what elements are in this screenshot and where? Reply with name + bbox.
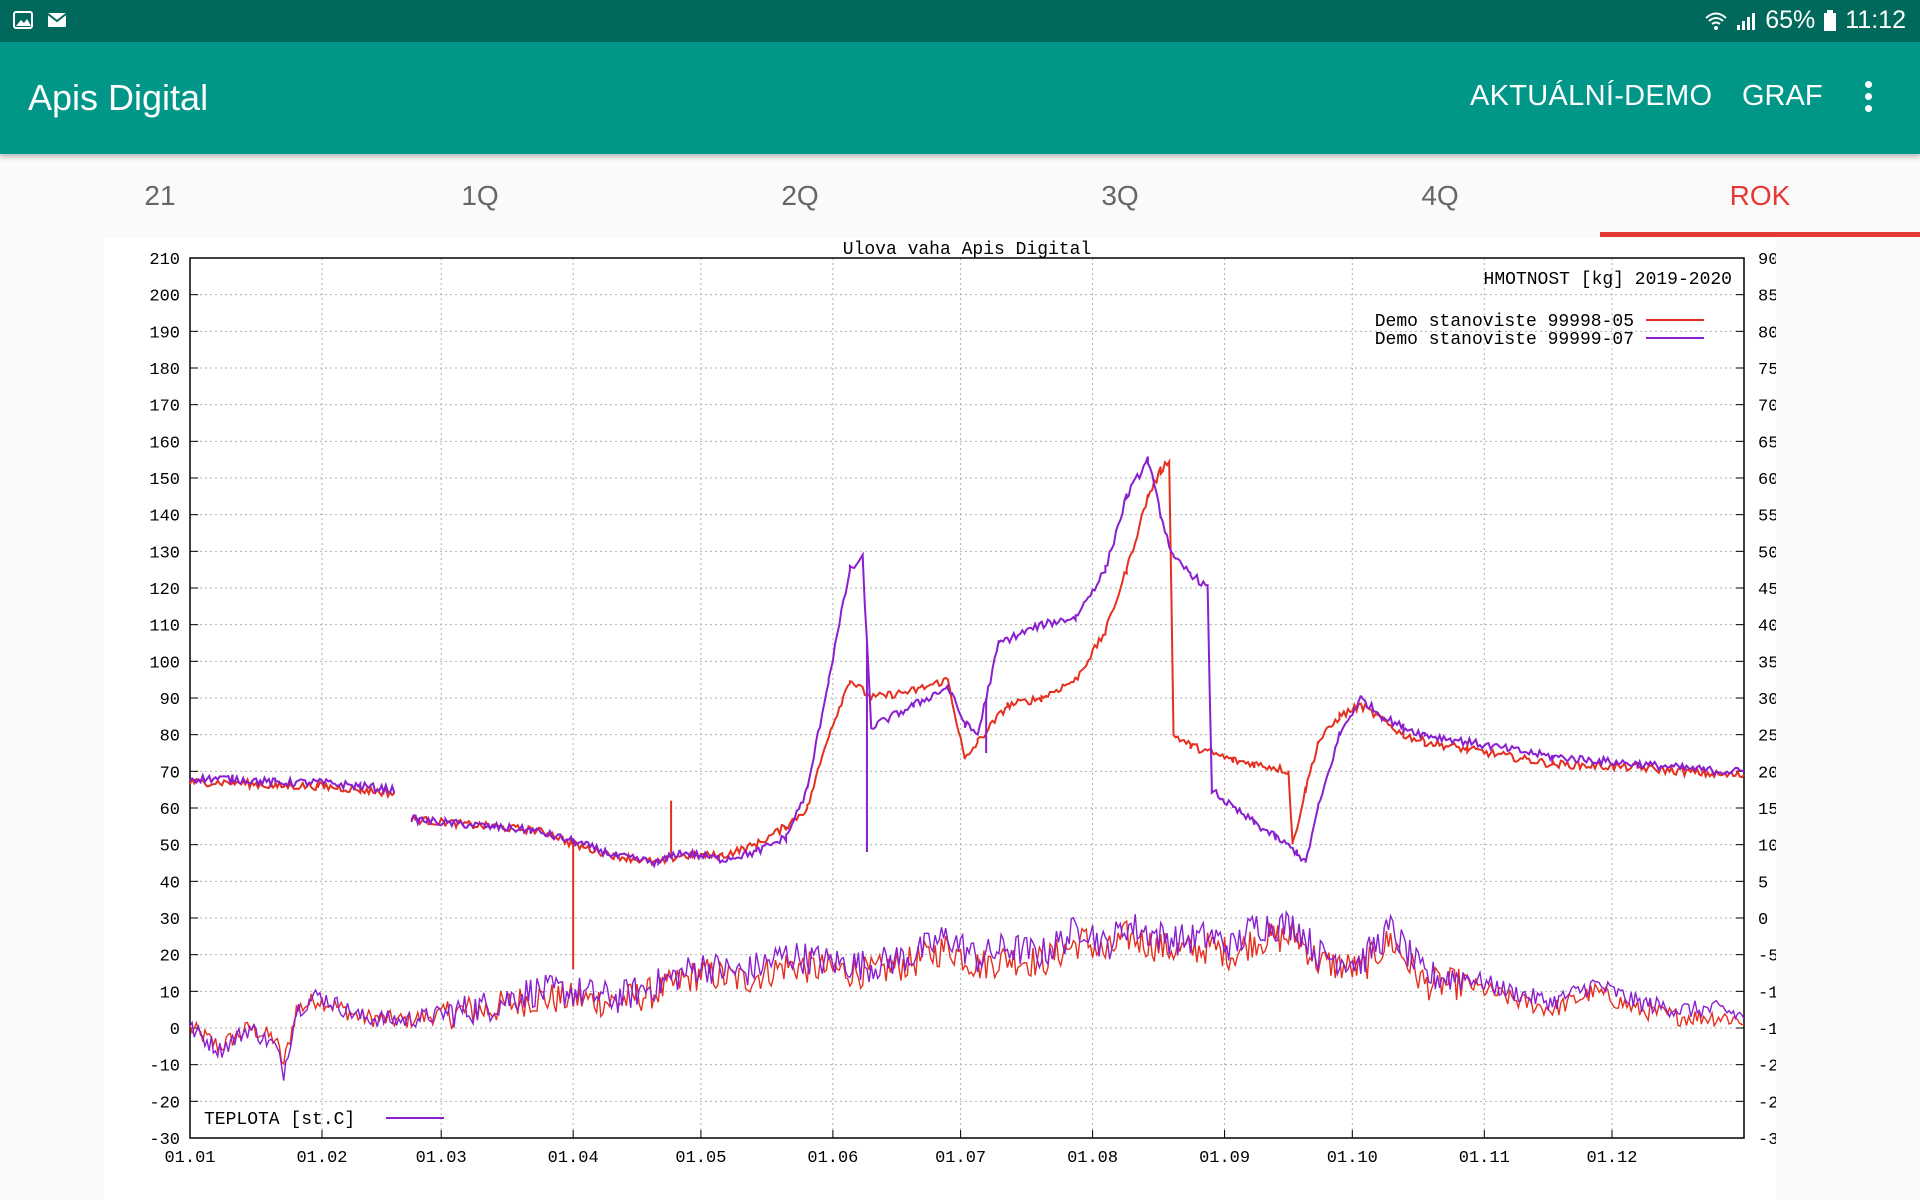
chart-title: Ulova vaha Apis Digital: [843, 240, 1091, 260]
tab-rok[interactable]: ROK: [1729, 180, 1791, 211]
app-title: Apis Digital: [28, 77, 209, 118]
y-tick-label-left: -30: [149, 1131, 180, 1150]
y-tick-label-left: 100: [149, 654, 180, 673]
y-tick-label-right: 25: [1758, 728, 1776, 747]
more-vert-icon[interactable]: [1856, 76, 1880, 120]
y-tick-label-right: 35: [1758, 654, 1776, 673]
y-tick-label-right: -25: [1758, 1094, 1776, 1113]
y-tick-label-right: 10: [1758, 838, 1776, 857]
y-tick-label-right: 80: [1758, 324, 1776, 343]
legend-label-1: Demo stanoviste 99998-05: [1375, 312, 1634, 332]
tab-4q[interactable]: 4Q: [1421, 180, 1459, 211]
x-tick-label: 01.06: [807, 1149, 858, 1168]
y-tick-label-left: 150: [149, 471, 180, 490]
y-tick-label-right: 70: [1758, 398, 1776, 417]
x-tick-label: 01.02: [296, 1149, 347, 1168]
x-tick-label: 01.12: [1587, 1149, 1638, 1168]
y-tick-label-right: 0: [1758, 911, 1768, 930]
y-tick-label-right: 85: [1758, 288, 1776, 307]
temperature-legend-label: TEPLOTA [st.C]: [204, 1110, 355, 1130]
y-tick-label-right: 5: [1758, 874, 1768, 893]
y-tick-label-left: 160: [149, 434, 180, 453]
x-tick-label: 01.05: [675, 1149, 726, 1168]
chart-subtitle: HMOTNOST [kg] 2019-2020: [1484, 270, 1732, 290]
aktualni-demo-button[interactable]: AKTUÁLNÍ-DEMO: [1470, 80, 1713, 112]
image-icon: [13, 11, 33, 29]
y-tick-label-left: 110: [149, 618, 180, 637]
wifi-icon: [1705, 12, 1727, 30]
tab-1q[interactable]: 1Q: [461, 180, 499, 211]
y-tick-label-right: 60: [1758, 471, 1776, 490]
y-tick-label-right: 30: [1758, 691, 1776, 710]
y-tick-label-right: 75: [1758, 361, 1776, 380]
y-tick-label-left: 90: [160, 691, 180, 710]
y-tick-label-left: 70: [160, 764, 180, 783]
x-tick-label: 01.07: [935, 1149, 986, 1168]
battery-percent: 65%: [1765, 6, 1816, 34]
tab-2q[interactable]: 2Q: [781, 180, 819, 211]
y-tick-label-right: 90: [1758, 251, 1776, 270]
y-tick-label-left: 130: [149, 544, 180, 563]
weight-line-2: [189, 456, 1745, 869]
y-tick-label-left: 50: [160, 838, 180, 857]
y-tick-label-right: 65: [1758, 434, 1776, 453]
y-tick-label-left: -10: [149, 1058, 180, 1077]
x-tick-label: 01.09: [1199, 1149, 1250, 1168]
y-tick-label-right: 20: [1758, 764, 1776, 783]
period-tabs: 21 1Q 2Q 3Q 4Q ROK: [0, 154, 1920, 238]
x-tick-label: 01.11: [1459, 1149, 1510, 1168]
y-tick-label-left: 40: [160, 874, 180, 893]
y-tick-label-right: -30: [1758, 1131, 1776, 1150]
status-bar: 65% 11:12: [0, 0, 1920, 42]
y-tick-label-left: 30: [160, 911, 180, 930]
y-tick-label-left: 200: [149, 288, 180, 307]
legend-label-2: Demo stanoviste 99999-07: [1375, 330, 1634, 350]
mail-icon: [47, 13, 67, 27]
y-tick-label-left: 60: [160, 801, 180, 820]
y-tick-label-left: 210: [149, 251, 180, 270]
x-tick-label: 01.03: [416, 1149, 467, 1168]
y-tick-label-left: 180: [149, 361, 180, 380]
graf-button[interactable]: GRAF: [1742, 80, 1823, 112]
x-tick-label: 01.10: [1327, 1149, 1378, 1168]
y-tick-label-right: -20: [1758, 1058, 1776, 1077]
y-tick-label-right: -10: [1758, 984, 1776, 1003]
y-tick-label-left: -20: [149, 1094, 180, 1113]
clock: 11:12: [1845, 6, 1906, 34]
y-tick-label-right: 50: [1758, 544, 1776, 563]
temperature-line-1: [189, 919, 1745, 1066]
tab-indicator: [1600, 232, 1920, 237]
tab-3q[interactable]: 3Q: [1101, 180, 1139, 211]
x-tick-label: 01.04: [548, 1149, 599, 1168]
y-tick-label-left: 0: [170, 1021, 180, 1040]
y-tick-label-left: 10: [160, 984, 180, 1003]
signal-icon: [1737, 12, 1756, 30]
y-tick-label-left: 140: [149, 508, 180, 527]
app-bar: Apis Digital AKTUÁLNÍ-DEMO GRAF: [0, 42, 1920, 154]
chart-panel[interactable]: -30 -20 -10 0 10 20 30 40 50 60 70 80 90 100 110 120 130…: [104, 238, 1776, 1200]
y-tick-label-left: 190: [149, 324, 180, 343]
y-tick-label-left: 120: [149, 581, 180, 600]
x-tick-label: 01.01: [164, 1149, 215, 1168]
y-tick-label-right: 40: [1758, 618, 1776, 637]
x-tick-label: 01.08: [1067, 1149, 1118, 1168]
weight-line-1: [189, 457, 1745, 867]
temperature-line-2: [189, 909, 1745, 1081]
y-tick-label-right: -5: [1758, 948, 1776, 967]
y-tick-label-left: 170: [149, 398, 180, 417]
y-tick-label-right: 15: [1758, 801, 1776, 820]
y-tick-label-right: 55: [1758, 508, 1776, 527]
y-tick-label-right: 45: [1758, 581, 1776, 600]
battery-icon: [1824, 9, 1837, 31]
y-tick-label-left: 20: [160, 948, 180, 967]
weight-chart[interactable]: -30-20-100102030405060708090100110120130…: [104, 238, 1776, 1200]
tab-21[interactable]: 21: [144, 180, 176, 211]
y-tick-label-left: 80: [160, 728, 180, 747]
y-tick-label-right: -15: [1758, 1021, 1776, 1040]
